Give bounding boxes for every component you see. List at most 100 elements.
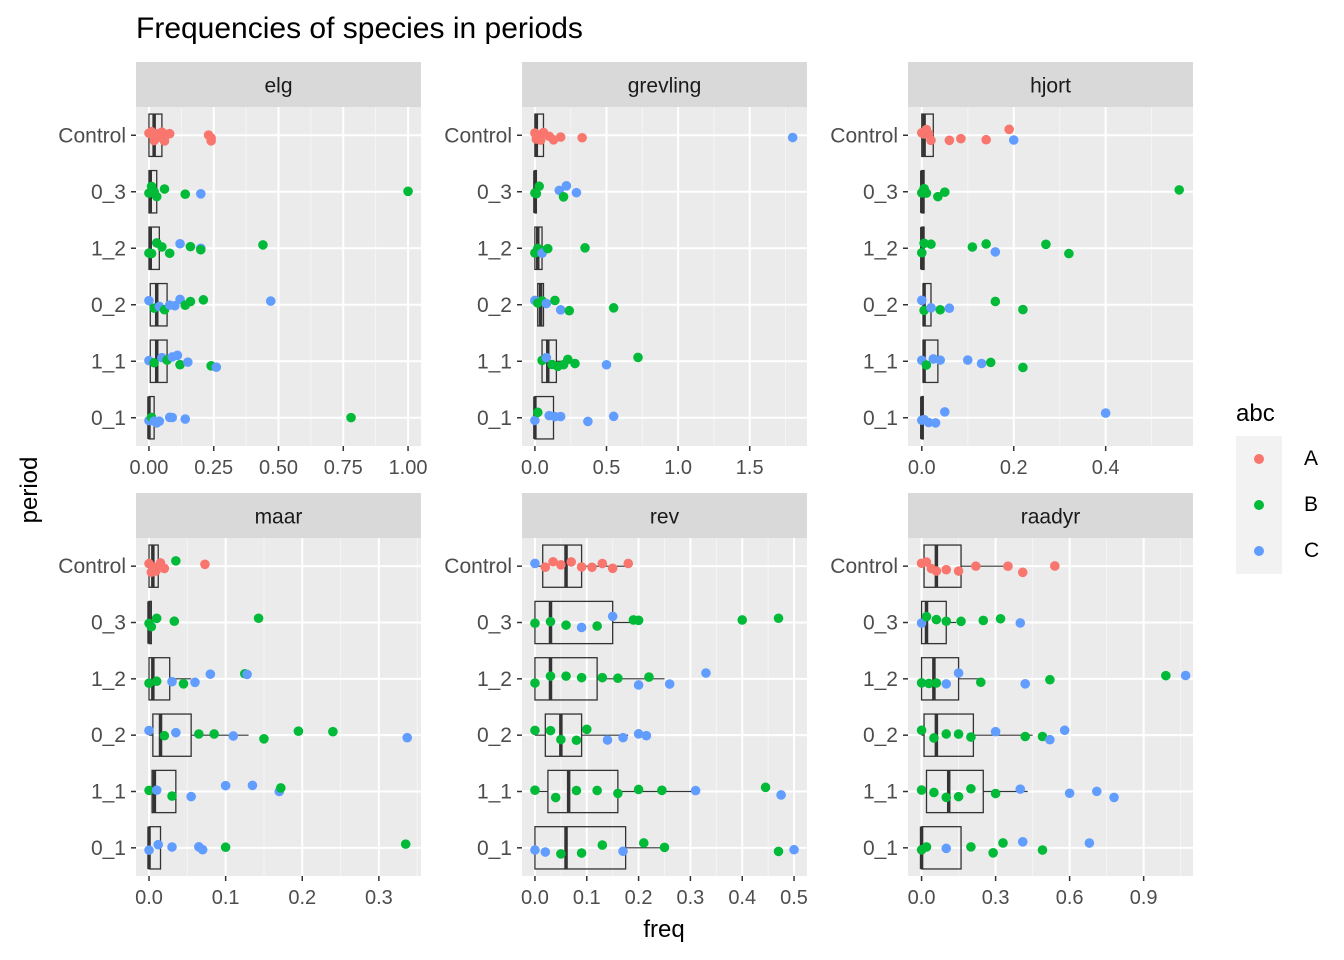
data-point-b xyxy=(275,783,286,793)
data-point-b xyxy=(988,848,998,858)
data-point-b xyxy=(926,239,936,250)
data-point-b xyxy=(194,729,204,739)
data-point-c xyxy=(976,358,987,369)
data-point-c xyxy=(205,669,216,679)
data-point-c xyxy=(555,305,566,315)
data-point-b xyxy=(159,184,170,194)
data-point-b xyxy=(953,729,964,739)
data-point-b xyxy=(144,785,154,796)
x-tick-label: 0.0 xyxy=(135,887,163,909)
data-point-a xyxy=(159,563,170,574)
data-point-b xyxy=(975,677,986,688)
y-tick-label: 1_2 xyxy=(863,668,898,691)
data-point-b xyxy=(151,191,162,202)
data-point-a xyxy=(164,128,175,139)
data-point-c xyxy=(228,731,239,741)
data-point-b xyxy=(638,838,649,848)
legend-keys: A B C xyxy=(1236,436,1319,574)
data-point-a xyxy=(577,132,587,143)
chart-title: Frequencies of species in periods xyxy=(136,12,583,45)
legend-item-a: A xyxy=(1236,436,1318,482)
data-point-b xyxy=(1037,845,1048,855)
data-point-b xyxy=(1064,248,1074,259)
y-tick-label: 1_2 xyxy=(91,668,126,691)
data-point-a xyxy=(1004,124,1014,135)
y-tick-label: 0_1 xyxy=(863,407,898,430)
data-point-c xyxy=(540,847,551,857)
data-point-c xyxy=(211,362,222,373)
data-point-b xyxy=(592,785,602,796)
data-point-b xyxy=(570,358,580,369)
y-tick-label: 1_2 xyxy=(477,668,512,691)
data-point-c xyxy=(926,302,936,313)
data-point-b xyxy=(995,613,1006,624)
data-point-a xyxy=(623,558,634,569)
data-point-b xyxy=(921,188,932,198)
data-point-b xyxy=(941,616,952,627)
y-tick-label: 0_1 xyxy=(91,407,126,430)
data-point-b xyxy=(530,785,540,796)
y-tick-label: 1_1 xyxy=(91,781,126,804)
data-point-c xyxy=(195,189,206,199)
data-point-b xyxy=(571,785,582,796)
data-point-a xyxy=(607,563,618,574)
data-point-a xyxy=(548,556,558,567)
data-point-c xyxy=(618,846,628,857)
data-point-b xyxy=(613,788,623,799)
data-point-b xyxy=(597,672,608,683)
x-tick-label: 0.3 xyxy=(365,887,393,909)
data-point-b xyxy=(633,615,644,626)
box-maar-0_2 xyxy=(152,713,192,757)
data-point-b xyxy=(981,239,991,249)
data-point-b xyxy=(576,672,587,683)
data-point-b xyxy=(561,671,571,681)
data-point-b xyxy=(400,839,411,849)
data-point-b xyxy=(935,304,945,315)
data-point-c xyxy=(1015,618,1026,628)
y-tick-label: Control xyxy=(444,555,512,578)
data-point-b xyxy=(1018,304,1028,315)
data-point-b xyxy=(967,242,978,252)
y-tick-label: 0_3 xyxy=(91,612,126,635)
x-tick-label: 0.9 xyxy=(1130,887,1158,909)
data-point-c xyxy=(144,295,154,306)
legend-item-c: C xyxy=(1236,528,1319,574)
facet-panel-hjort xyxy=(908,107,1193,446)
data-point-c xyxy=(641,730,652,741)
y-tick-label: 0_1 xyxy=(477,407,512,430)
data-point-b xyxy=(530,725,540,736)
data-point-b xyxy=(531,188,542,199)
y-tick-label: 0_1 xyxy=(477,837,512,860)
data-point-b xyxy=(760,782,771,793)
data-point-b xyxy=(1041,239,1051,250)
data-point-b xyxy=(924,678,934,689)
y-tick-label: 1_1 xyxy=(863,350,898,373)
data-point-b xyxy=(180,189,191,199)
x-tick-label: 0.1 xyxy=(573,887,601,909)
data-point-b xyxy=(916,725,927,736)
facet-strip-rev xyxy=(522,493,807,538)
data-point-a xyxy=(1003,561,1013,571)
data-point-c xyxy=(1017,837,1028,847)
data-point-c xyxy=(172,350,183,361)
data-point-b xyxy=(545,616,556,627)
x-tick-label: 0.0 xyxy=(521,457,549,479)
data-point-b xyxy=(956,616,966,627)
data-point-a xyxy=(540,562,551,572)
facet-strip-hjort xyxy=(908,62,1193,107)
data-point-b xyxy=(921,611,932,622)
data-point-c xyxy=(602,735,613,745)
y-tick-label: Control xyxy=(58,124,126,147)
y-tick-label: Control xyxy=(444,124,512,147)
data-point-b xyxy=(978,615,989,626)
data-point-b xyxy=(151,676,162,687)
box-raadyr-1_1 xyxy=(925,769,984,814)
data-point-b xyxy=(169,616,180,627)
data-point-c xyxy=(561,181,572,191)
data-point-c xyxy=(1020,679,1031,689)
data-point-c xyxy=(664,679,675,689)
y-tick-label: 0_1 xyxy=(863,837,898,860)
data-point-b xyxy=(941,729,952,739)
